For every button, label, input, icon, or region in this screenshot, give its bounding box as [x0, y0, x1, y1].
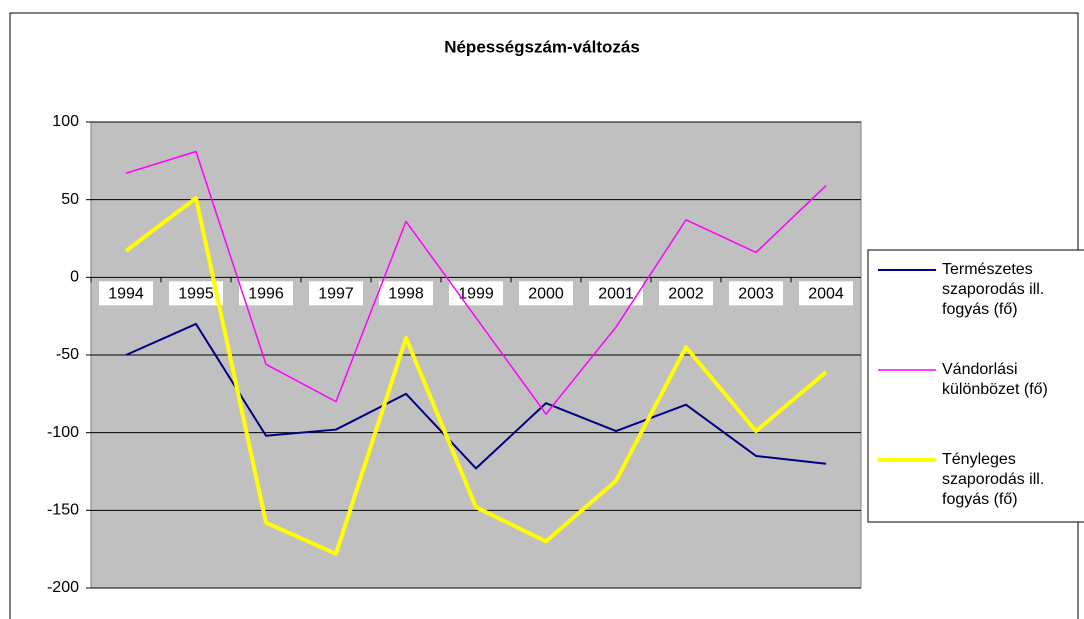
- x-label-bg: [729, 281, 783, 306]
- x-tick-label: 1996: [248, 286, 284, 303]
- line-series: [124, 196, 828, 556]
- y-tick-label: -100: [47, 424, 79, 441]
- y-tick-label: -200: [47, 579, 79, 596]
- legend-label: Természetes szaporodás ill. fogyás (fő): [942, 261, 1045, 318]
- chart-title: Népességszám-változás: [444, 37, 640, 56]
- x-tick-label: 2000: [528, 286, 564, 303]
- x-tick-label: 1995: [178, 286, 214, 303]
- x-tick-label: 1998: [388, 286, 424, 303]
- x-label-bg: [99, 281, 153, 306]
- x-tick-label: 2002: [668, 286, 704, 303]
- x-label-bg: [379, 281, 433, 306]
- x-tick-label: 1994: [108, 286, 144, 303]
- y-tick-label: -150: [47, 502, 79, 519]
- legend-box: [867, 249, 1084, 523]
- y-tick-label: 50: [61, 191, 79, 208]
- y-tick-label: 0: [70, 269, 79, 286]
- x-tick-label: 2003: [738, 286, 774, 303]
- x-tick-label: 1997: [318, 286, 354, 303]
- x-tick-label: 2004: [808, 286, 844, 303]
- x-label-bg: [239, 281, 293, 306]
- legend-label: Vándorlási különbözet (fő): [942, 361, 1048, 398]
- legend-label: Tényleges szaporodás ill. fogyás (fő): [942, 451, 1045, 508]
- x-tick-label: 2001: [598, 286, 634, 303]
- y-tick-label: 100: [52, 113, 79, 130]
- x-label-bg: [309, 281, 363, 306]
- x-label-bg: [659, 281, 713, 306]
- x-tick-label: 1999: [458, 286, 494, 303]
- x-label-bg: [799, 281, 853, 306]
- x-label-bg: [519, 281, 573, 306]
- line-series: [125, 322, 827, 470]
- line-series: [125, 150, 827, 415]
- x-label-bg: [589, 281, 643, 306]
- y-tick-label: -50: [56, 346, 79, 363]
